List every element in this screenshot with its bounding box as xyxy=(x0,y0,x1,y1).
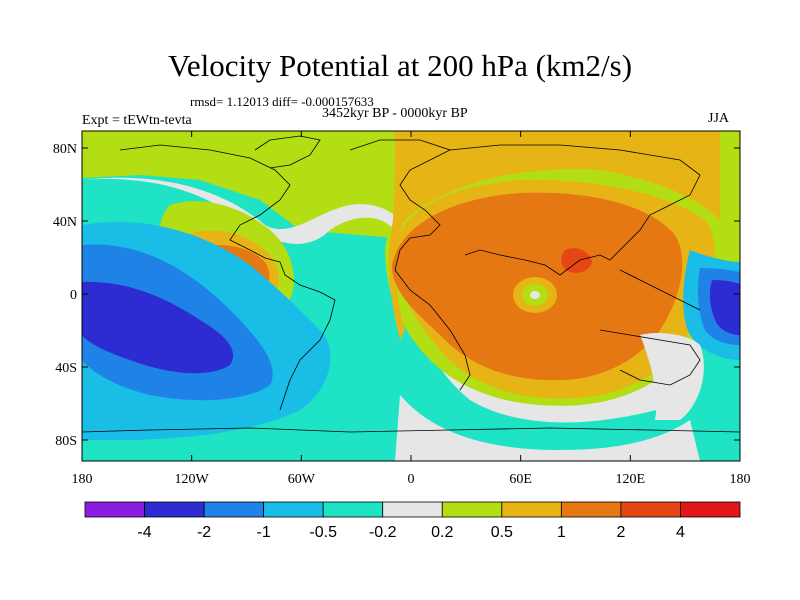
colorbar-label: 0.2 xyxy=(431,524,453,541)
lon-tick-label: 180 xyxy=(72,472,93,487)
colorbar-label: -1 xyxy=(257,524,271,541)
colorbar-swatch xyxy=(680,501,741,518)
colorbar-swatch xyxy=(144,501,205,518)
colorbar-swatch xyxy=(382,501,443,518)
lon-tick-label: 120E xyxy=(616,472,646,487)
season-label: JJA xyxy=(708,111,730,126)
colorbar-swatch xyxy=(620,501,681,518)
rmsd-diff-stats: rmsd= 1.12013 diff= -0.000157633 xyxy=(190,94,374,109)
lat-tick-label: 40N xyxy=(53,215,77,230)
contour-white-band xyxy=(82,177,698,423)
lon-tick-label: 60W xyxy=(288,472,316,487)
colorbar-label: -2 xyxy=(197,524,211,541)
lon-tick-label: 0 xyxy=(408,472,415,487)
colorbar-swatch xyxy=(84,501,145,518)
contour-white-south xyxy=(395,395,700,461)
lon-tick-label: 120W xyxy=(175,472,210,487)
colorbar-swatch xyxy=(263,501,324,518)
contour-bullseye-white xyxy=(530,291,540,299)
colorbar-label: -4 xyxy=(137,524,151,541)
contour-red-core xyxy=(561,248,592,273)
map-title: Velocity Potential at 200 hPa (km2/s) xyxy=(167,48,633,83)
tick-labels: 80N 40N 0 40S 80S 180 120W 60W 0 60E 120E 180 xyxy=(53,142,751,487)
colorbar: -4 -2 -1 -0.5 -0.2 0.2 0.5 1 2 4 xyxy=(84,501,741,541)
colorbar-label: 1 xyxy=(557,524,566,541)
contour-indian-white xyxy=(640,333,704,420)
lat-tick-label: 80N xyxy=(53,142,77,157)
colorbar-swatch xyxy=(441,501,503,518)
lat-tick-label: 40S xyxy=(55,361,77,376)
period-label: 3452kyr BP - 0000kyr BP xyxy=(322,106,468,121)
lat-tick-label: 80S xyxy=(55,434,77,449)
contour-fills xyxy=(82,131,740,461)
lon-tick-label: 60E xyxy=(509,472,532,487)
contour-pacific-darkblue xyxy=(82,281,234,374)
tick-marks xyxy=(81,131,741,461)
lon-tick-label: 180 xyxy=(730,472,751,487)
coastlines xyxy=(82,135,740,433)
colorbar-label: 2 xyxy=(616,524,625,541)
colorbar-label: -0.5 xyxy=(309,524,337,541)
lat-tick-label: 0 xyxy=(70,288,77,303)
colorbar-swatch xyxy=(560,501,622,518)
colorbar-swatch xyxy=(501,501,562,518)
colorbar-label: 0.5 xyxy=(491,524,513,541)
contour-wpac-darkblue xyxy=(709,280,740,335)
colorbar-label: -0.2 xyxy=(369,524,397,541)
experiment-label: Expt = tEWtn-tevta xyxy=(82,113,192,128)
colorbar-swatch xyxy=(322,501,384,518)
contour-north-orange xyxy=(388,131,720,340)
colorbar-label: 4 xyxy=(676,524,685,541)
colorbar-swatch xyxy=(203,501,265,518)
